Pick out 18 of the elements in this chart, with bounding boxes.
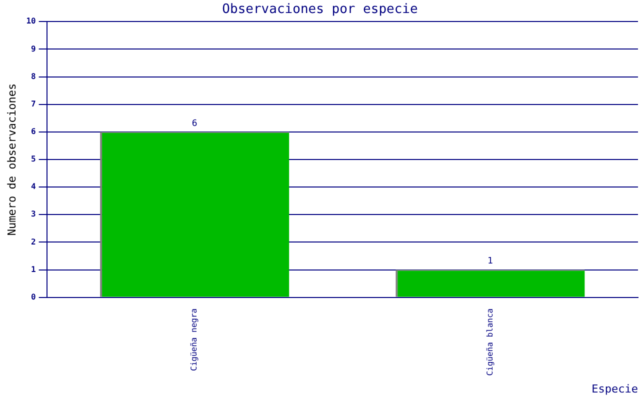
y-tick-label: 0 xyxy=(31,292,36,302)
x-axis-title: Especie xyxy=(592,382,638,396)
y-tick-label: 7 xyxy=(31,99,36,108)
y-tick-label: 3 xyxy=(31,210,36,219)
y-tick-label: 6 xyxy=(31,126,36,136)
y-tick-label: 4 xyxy=(31,182,36,192)
y-tick-label: 1 xyxy=(31,264,36,274)
data-label: 1 xyxy=(487,256,493,267)
y-tick-label: 5 xyxy=(31,154,36,164)
x-tick-label: Cigüeña blanca xyxy=(485,308,494,376)
y-axis-title: Numero de observaciones xyxy=(5,83,18,236)
y-tick-label: 8 xyxy=(31,72,36,81)
y-tick-label: 10 xyxy=(26,16,36,26)
y-tick-label: 9 xyxy=(31,44,36,54)
x-tick-label: Cigüeña negra xyxy=(190,308,199,371)
chart-title: Observaciones por especie xyxy=(222,2,418,18)
y-tick-label: 2 xyxy=(31,237,36,246)
data-label: 6 xyxy=(192,118,198,129)
